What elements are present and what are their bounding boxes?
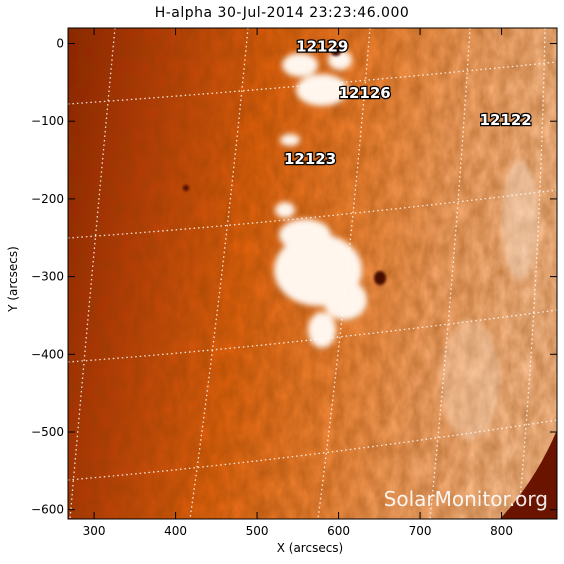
y-axis-ticks: 0 −100 −200 −300 −400 −500 −600 <box>31 37 557 517</box>
x-axis-ticks: 300 400 500 600 700 800 <box>83 28 513 538</box>
x-tick-label: 700 <box>409 524 432 538</box>
active-region-label: 12129 <box>296 37 348 55</box>
active-region-labels: 12129 12126 12122 12123 <box>283 36 533 169</box>
y-tick-label: −600 <box>31 503 64 517</box>
heliographic-grid <box>68 28 557 519</box>
plot-frame <box>67 27 558 520</box>
active-region-label: 12122 <box>480 111 532 129</box>
y-tick-label: 0 <box>56 37 64 51</box>
active-region-label: 12123 <box>284 150 336 168</box>
image-title: H-alpha 30-Jul-2014 23:23:46.000 <box>154 5 410 21</box>
x-tick-label: 800 <box>490 524 513 538</box>
y-tick-label: −500 <box>31 425 64 439</box>
x-tick-label: 400 <box>164 524 187 538</box>
x-axis-label: X (arcsecs) <box>276 541 344 555</box>
sunspots <box>183 48 386 285</box>
y-tick-label: −200 <box>31 192 64 206</box>
y-tick-label: −400 <box>31 347 64 361</box>
x-tick-label: 600 <box>327 524 350 538</box>
x-tick-label: 500 <box>246 524 269 538</box>
y-axis-label: Y (arcsecs) <box>6 246 20 312</box>
active-region-label: 12126 <box>339 84 391 102</box>
plage-regions <box>274 50 538 440</box>
y-tick-label: −100 <box>31 114 64 128</box>
off-limb-space <box>500 430 557 519</box>
y-tick-label: −300 <box>31 270 64 284</box>
watermark: SolarMonitor.org <box>384 487 548 511</box>
x-tick-label: 300 <box>83 524 106 538</box>
